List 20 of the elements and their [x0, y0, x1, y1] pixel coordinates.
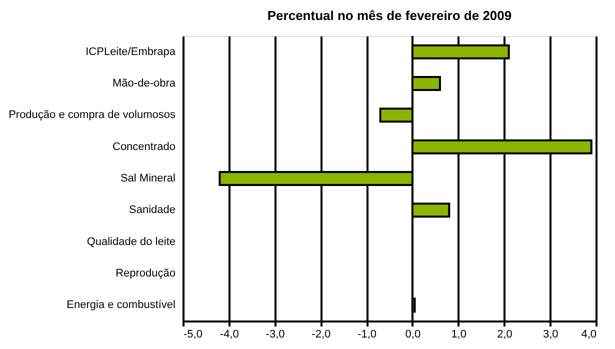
x-tick-label: 0,0: [405, 328, 421, 340]
y-tick-label: Sanidade: [129, 204, 176, 216]
x-tick-label: -5,0: [184, 328, 202, 340]
x-tick-label: 1,0: [451, 328, 466, 340]
y-tick-label: Sal Mineral: [120, 172, 176, 184]
x-tick-label: -3,0: [266, 328, 285, 340]
y-tick-label: Concentrado: [112, 140, 176, 153]
y-tick-label: Energia e combustível: [66, 299, 176, 312]
y-tick-label: Mão-de-obra: [112, 78, 176, 90]
x-tick-label: -4,0: [220, 328, 239, 340]
x-tick-label: 4,0: [581, 328, 596, 340]
y-tick-label: ICPLeite/Embrapa: [86, 46, 176, 58]
y-tick-label: Produção e compra de volumosos: [8, 109, 176, 122]
x-tick-label: 3,0: [542, 328, 558, 340]
x-tick-label: 2,0: [497, 328, 512, 340]
chart-title: Percentual no mês de fevereiro de 2009: [267, 8, 512, 23]
y-tick-label: Reprodução: [116, 268, 176, 280]
x-tick-label: -2,0: [312, 328, 331, 340]
y-tick-label: Qualidade do leite: [86, 236, 176, 248]
x-tick-label: -1,0: [358, 328, 377, 340]
